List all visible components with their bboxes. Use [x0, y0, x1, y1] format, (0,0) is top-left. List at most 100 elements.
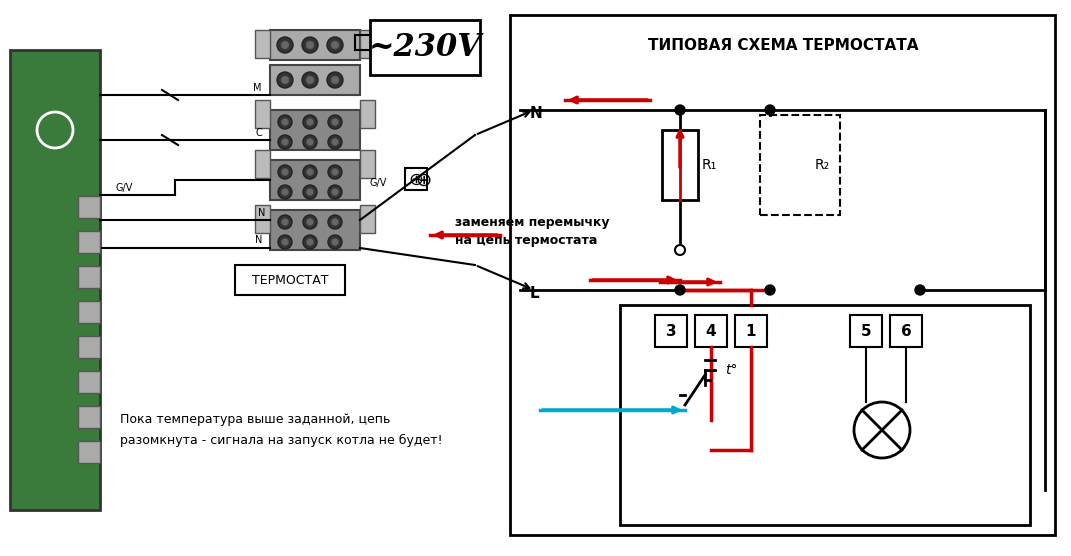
Circle shape	[306, 41, 314, 49]
Bar	[760, 115, 840, 215]
Bar	[369, 20, 480, 75]
Circle shape	[328, 115, 342, 129]
Bar	[890, 315, 922, 347]
Bar	[255, 100, 270, 128]
Circle shape	[303, 185, 317, 199]
Circle shape	[765, 285, 775, 295]
Circle shape	[306, 76, 314, 84]
Circle shape	[306, 188, 314, 196]
Circle shape	[306, 138, 314, 146]
Circle shape	[327, 37, 343, 53]
Text: ТЕРМОСТАТ: ТЕРМОСТАТ	[252, 274, 328, 286]
Bar	[78, 441, 100, 463]
Text: N: N	[530, 106, 543, 121]
Circle shape	[675, 245, 685, 255]
Circle shape	[332, 219, 338, 226]
Circle shape	[331, 41, 340, 49]
Text: ⊕: ⊕	[408, 171, 423, 189]
Circle shape	[306, 239, 314, 246]
Circle shape	[328, 235, 342, 249]
Text: L: L	[530, 285, 540, 300]
Circle shape	[278, 215, 292, 229]
Circle shape	[328, 185, 342, 199]
Text: R₁: R₁	[702, 158, 718, 172]
Bar	[662, 130, 698, 200]
Circle shape	[332, 239, 338, 246]
Circle shape	[675, 105, 685, 115]
Circle shape	[278, 135, 292, 149]
Circle shape	[278, 165, 292, 179]
Bar	[78, 231, 100, 253]
Text: ~230V: ~230V	[368, 32, 482, 62]
Bar	[510, 15, 1055, 535]
Bar	[850, 315, 883, 347]
Circle shape	[277, 72, 293, 88]
Bar	[78, 371, 100, 393]
Circle shape	[854, 402, 910, 458]
Circle shape	[37, 112, 73, 148]
Text: разомкнута - сигнала на запуск котла не будет!: разомкнута - сигнала на запуск котла не …	[120, 434, 442, 446]
Bar	[270, 30, 360, 60]
Circle shape	[282, 239, 288, 246]
Circle shape	[332, 188, 338, 196]
Circle shape	[281, 41, 289, 49]
Circle shape	[282, 118, 288, 126]
Circle shape	[675, 285, 685, 295]
Text: 3: 3	[666, 324, 676, 339]
Text: N: N	[258, 208, 265, 218]
Circle shape	[303, 235, 317, 249]
Circle shape	[277, 37, 293, 53]
Bar	[270, 110, 360, 150]
Bar	[78, 301, 100, 323]
Text: G/V: G/V	[369, 178, 388, 188]
Bar	[270, 65, 360, 95]
Circle shape	[282, 168, 288, 176]
Text: на цепь термостата: на цепь термостата	[455, 234, 598, 246]
Circle shape	[303, 135, 317, 149]
Circle shape	[306, 118, 314, 126]
Bar	[655, 315, 687, 347]
Circle shape	[303, 215, 317, 229]
Circle shape	[302, 37, 318, 53]
Circle shape	[332, 118, 338, 126]
Text: ТИПОВАЯ СХЕМА ТЕРМОСТАТА: ТИПОВАЯ СХЕМА ТЕРМОСТАТА	[648, 37, 918, 52]
Bar	[235, 265, 345, 295]
Bar	[255, 205, 270, 233]
Circle shape	[281, 76, 289, 84]
Circle shape	[306, 219, 314, 226]
Bar	[270, 160, 360, 200]
Bar	[360, 150, 375, 178]
Text: 1: 1	[745, 324, 756, 339]
Text: заменяем перемычку: заменяем перемычку	[455, 216, 609, 229]
Bar	[78, 406, 100, 428]
Bar	[78, 266, 100, 288]
Bar	[405, 168, 427, 190]
Text: t°: t°	[725, 363, 738, 377]
Circle shape	[328, 215, 342, 229]
Circle shape	[302, 72, 318, 88]
Circle shape	[331, 76, 340, 84]
Bar	[270, 210, 360, 250]
Text: G/V: G/V	[115, 183, 133, 193]
Text: 5: 5	[861, 324, 872, 339]
Bar	[78, 336, 100, 358]
Circle shape	[303, 115, 317, 129]
Bar	[695, 315, 727, 347]
Bar	[735, 315, 767, 347]
Circle shape	[278, 115, 292, 129]
Text: C: C	[255, 128, 262, 138]
Text: N: N	[255, 235, 262, 245]
Text: ⊕: ⊕	[414, 171, 432, 190]
Circle shape	[327, 72, 343, 88]
Circle shape	[282, 219, 288, 226]
Bar	[360, 30, 375, 58]
Bar	[255, 30, 270, 58]
Circle shape	[303, 165, 317, 179]
Bar	[255, 150, 270, 178]
Bar	[10, 50, 100, 510]
Circle shape	[765, 105, 775, 115]
Circle shape	[278, 185, 292, 199]
Circle shape	[282, 188, 288, 196]
Text: R₂: R₂	[815, 158, 830, 172]
Text: 4: 4	[706, 324, 716, 339]
